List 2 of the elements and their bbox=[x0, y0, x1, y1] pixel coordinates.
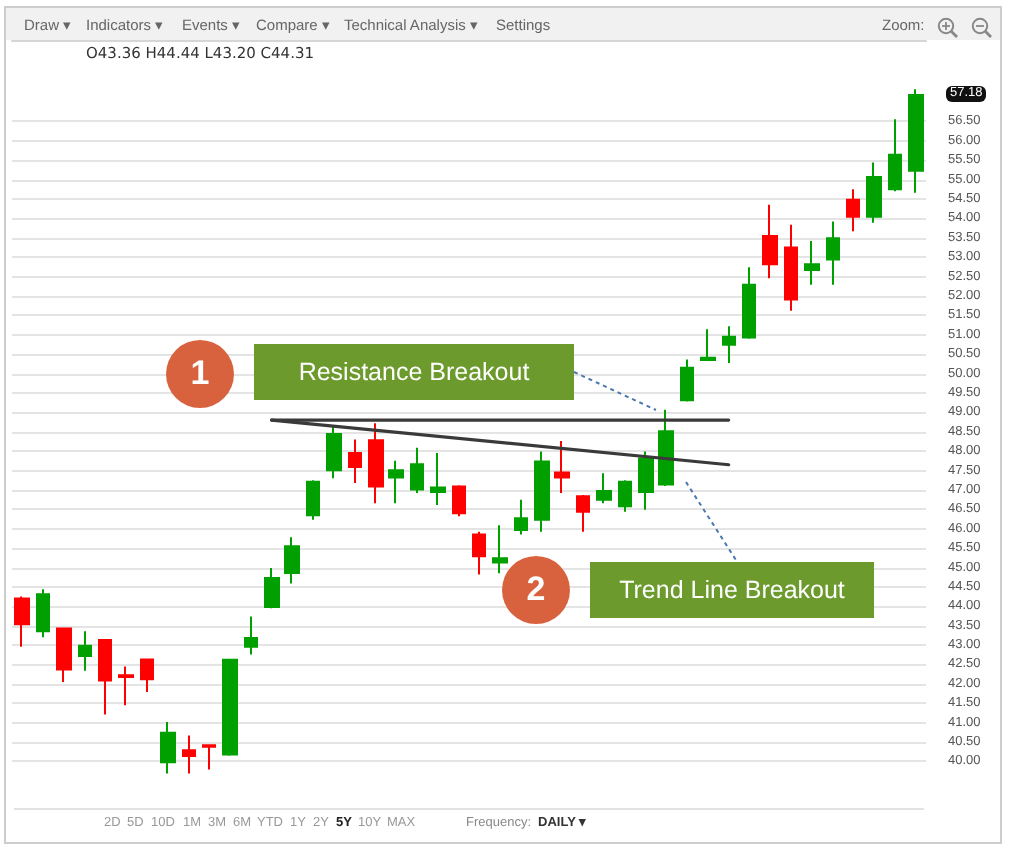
annotation: 2 bbox=[502, 556, 570, 624]
annotation: 1 bbox=[166, 340, 234, 408]
